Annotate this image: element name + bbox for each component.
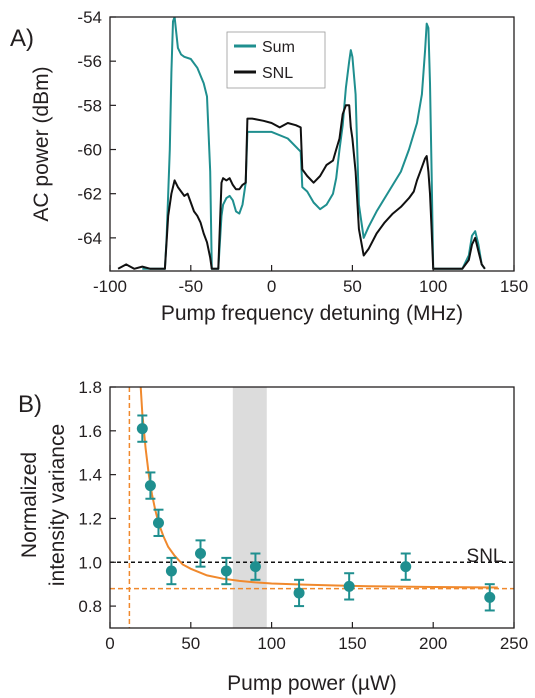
chart-b-x-axis-label: Pump power (µW) (227, 672, 397, 695)
series-line-snl (117, 104, 486, 270)
series-line-sum (142, 17, 486, 270)
chart-a-x-axis-label: Pump frequency detuning (MHz) (161, 302, 463, 325)
data-point (165, 565, 177, 577)
x-tick-label: 100 (257, 634, 285, 653)
y-tick-label: 0.8 (78, 597, 102, 616)
chart-a-legend-box (226, 31, 326, 89)
y-tick-label: -60 (77, 141, 102, 160)
chart-b-shaded-region-group (232, 387, 267, 628)
chart-b-y-axis-label-line-2: intensity variance (46, 424, 69, 586)
chart-a-series-group (117, 17, 486, 270)
chart-a-legend: Sum SNL (226, 31, 326, 89)
legend-label-snl: SNL (262, 65, 293, 82)
chart-a-ticks: -100 -50 0 50 100 150 -64 -62 -60 -58 -56 -54 (77, 8, 528, 296)
data-point (249, 561, 261, 573)
chart-b-ticks: 0 50 100 150 200 250 0.8 1.0 1.2 1.4 1.6 1.8 (78, 378, 528, 653)
x-tick-label: 150 (500, 277, 528, 296)
y-tick-label: 1.2 (78, 509, 102, 528)
x-tick-label: 0 (105, 634, 114, 653)
data-point (400, 561, 412, 573)
y-tick-label: 1.8 (78, 378, 102, 397)
chart-a: A) -100 -50 0 50 100 150 -64 -62 -60 -58 -56 -54 Su… (10, 8, 528, 325)
y-tick-label: 1.6 (78, 422, 102, 441)
x-tick-label: 250 (500, 634, 528, 653)
chart-b: B) 0 50 100 150 200 250 0.8 1.0 1.2 1.4 1.6 1.8 SNL… (18, 378, 528, 695)
chart-b-panel-label: B) (18, 391, 42, 418)
x-tick-label: 50 (343, 277, 362, 296)
shaded-region (232, 387, 267, 628)
data-point (293, 587, 305, 599)
snl-reference-label: SNL (467, 546, 504, 567)
chart-b-y-axis-label-line-1: Normalized (18, 452, 41, 558)
legend-label-sum: Sum (262, 39, 295, 56)
chart-b-y-axis-label: Normalized intensity variance (18, 424, 69, 586)
fit-curve (139, 387, 498, 589)
data-point (152, 517, 164, 529)
y-tick-label: -64 (77, 229, 102, 248)
data-point (220, 565, 232, 577)
x-tick-label: -100 (93, 277, 127, 296)
y-tick-label: -62 (77, 185, 102, 204)
chart-b-points-group (136, 414, 496, 612)
data-point (484, 591, 496, 603)
data-point (343, 580, 355, 592)
chart-a-panel-label: A) (10, 25, 34, 52)
data-point (144, 480, 156, 492)
y-tick-label: -56 (77, 52, 102, 71)
x-tick-label: -50 (179, 277, 204, 296)
x-tick-label: 200 (419, 634, 447, 653)
y-tick-label: -54 (77, 8, 102, 27)
x-tick-label: 50 (181, 634, 200, 653)
data-point (136, 423, 148, 435)
chart-a-plot-frame (109, 16, 515, 272)
chart-a-y-axis-label: AC power (dBm) (30, 66, 53, 221)
chart-b-reference-lines (110, 387, 514, 628)
y-tick-label: 1.0 (78, 553, 102, 572)
x-tick-label: 0 (267, 277, 276, 296)
y-tick-label: 1.4 (78, 466, 102, 485)
data-point (194, 548, 206, 560)
y-tick-label: -58 (77, 96, 102, 115)
x-tick-label: 150 (338, 634, 366, 653)
chart-b-fit-group (139, 387, 498, 589)
chart-b-plot-frame (109, 386, 515, 629)
x-tick-label: 100 (419, 277, 447, 296)
